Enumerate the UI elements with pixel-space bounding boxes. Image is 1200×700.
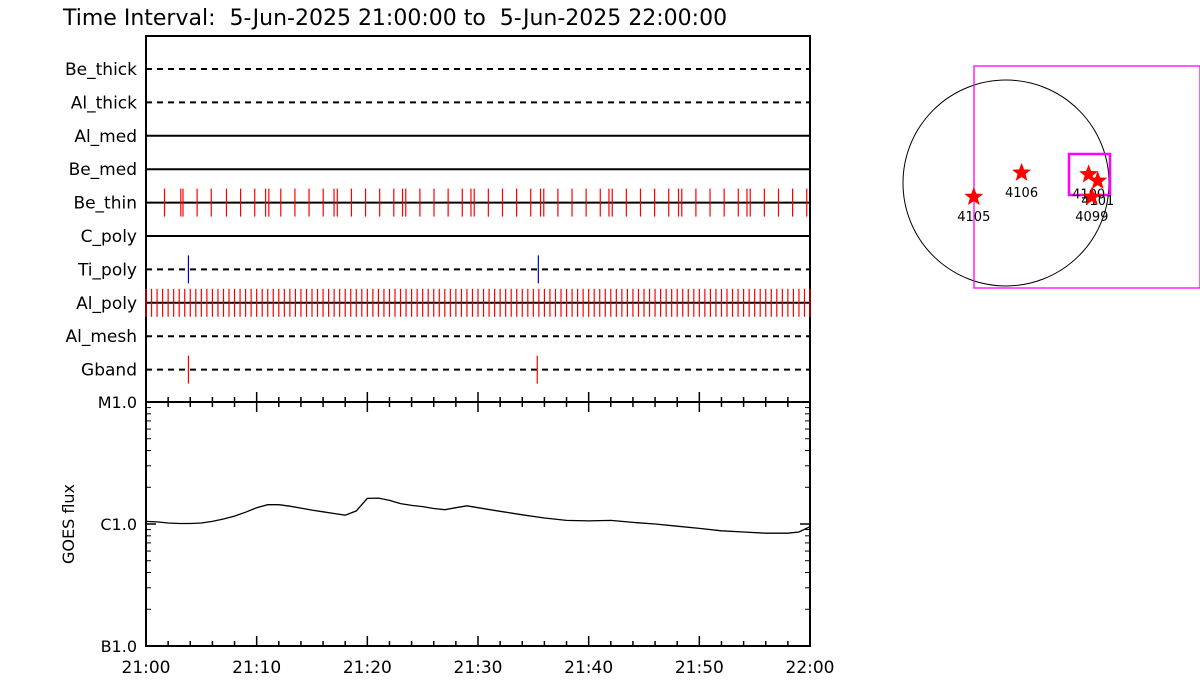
active-region-label-4099: 4099	[1075, 210, 1108, 225]
y-tick-label-b10: B1.0	[101, 637, 137, 656]
x-tick-label: 21:40	[564, 658, 613, 678]
active-region-label-4106: 4106	[1005, 186, 1038, 201]
active-region-label-4105: 4105	[957, 210, 990, 225]
x-tick-label: 21:50	[675, 658, 724, 678]
row-label-al_med: Al_med	[74, 127, 137, 147]
solar-limb	[902, 79, 1110, 287]
x-tick-label: 21:20	[343, 658, 392, 678]
page-title: Time Interval: 5-Jun-2025 21:00:00 to 5-…	[62, 6, 727, 31]
timeline-panel-frame	[145, 35, 811, 403]
exposure-timeline: Be_thick Al_thick Al_med Be_med Be_thin C_pol…	[65, 60, 811, 384]
x-tick-label: 21:10	[232, 658, 281, 678]
row-label-c_poly: C_poly	[81, 227, 137, 247]
row-label-al_poly: Al_poly	[76, 294, 137, 314]
y-axis-label: GOES flux	[59, 484, 78, 564]
x-tick-label: 21:30	[454, 658, 503, 678]
active-region-star-4099	[1082, 186, 1102, 205]
solar-disk-map: 41064100410140994105	[902, 65, 1200, 289]
x-tick-label: 22:00	[786, 658, 835, 678]
y-tick-label-c10: C1.0	[100, 515, 137, 534]
active-region-star-4100	[1079, 164, 1099, 183]
x-tick-label: 21:00	[122, 658, 171, 678]
active-region-star-4101	[1088, 170, 1108, 189]
y-tick-label-m10: M1.0	[98, 393, 137, 412]
row-label-be_thin: Be_thin	[73, 194, 137, 214]
goes-flux-line	[145, 497, 811, 534]
row-label-gband: Gband	[81, 361, 137, 381]
row-label-be_med: Be_med	[69, 160, 137, 180]
row-label-ti_poly: Ti_poly	[77, 260, 137, 280]
goes-panel-frame	[145, 401, 811, 647]
fov-box-large	[973, 65, 1200, 289]
goes-flux-plot: M1.0 C1.0 B1.0 GOES flux 21:00 21:10 21:20 21:3…	[59, 392, 835, 678]
active-region-star-4106	[1012, 162, 1032, 181]
row-label-al_thick: Al_thick	[71, 93, 137, 113]
row-label-be_thick: Be_thick	[65, 60, 137, 80]
row-label-al_mesh: Al_mesh	[65, 327, 137, 347]
active-region-star-4105	[964, 186, 984, 205]
